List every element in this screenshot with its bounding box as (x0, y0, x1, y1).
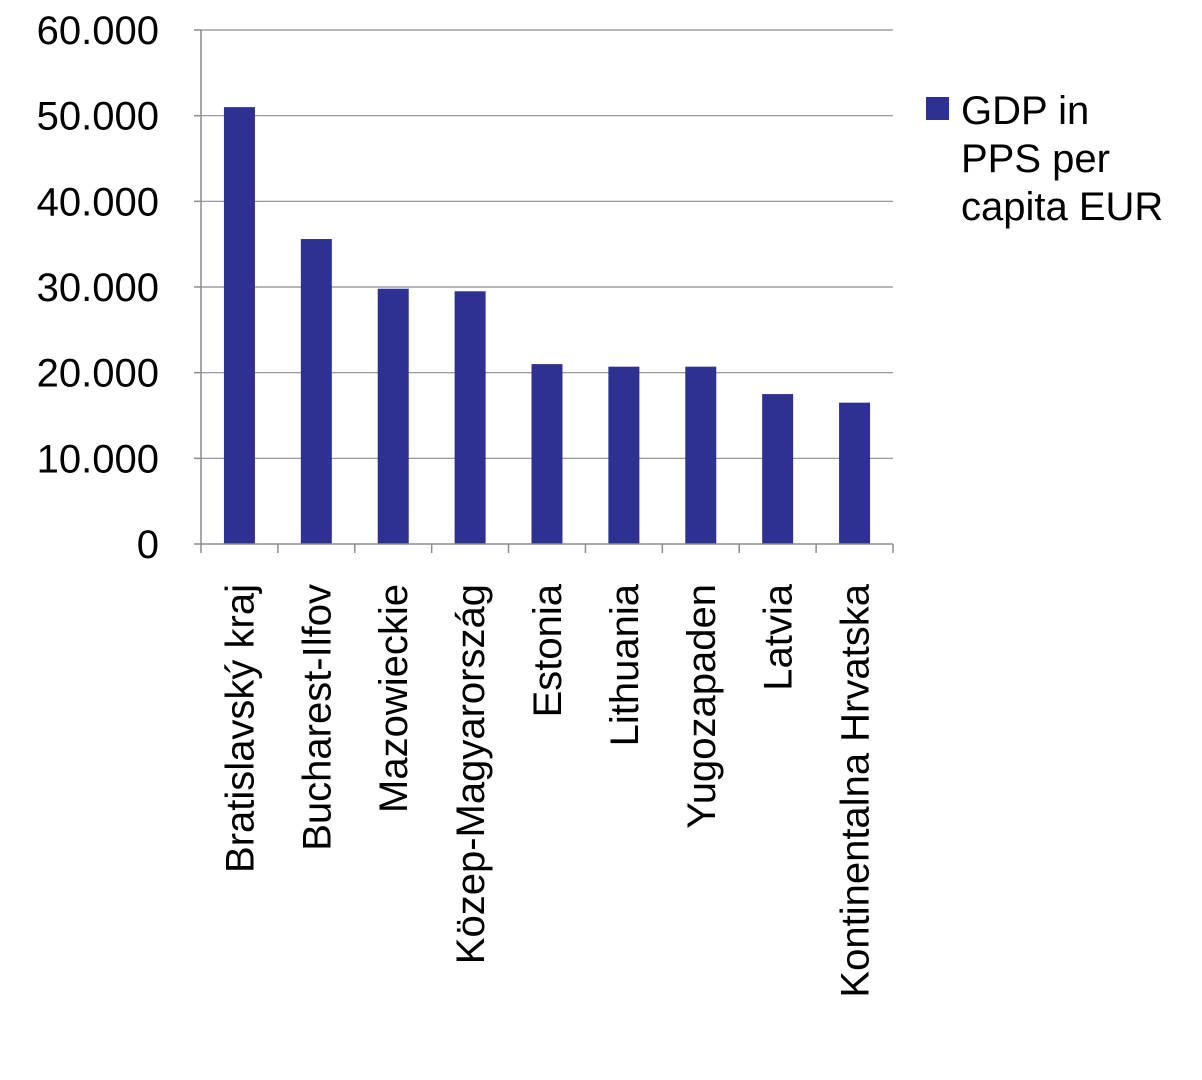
x-category-label: Közep-Magyarország (449, 584, 493, 964)
bar (531, 364, 563, 544)
legend-swatch (926, 97, 949, 120)
axes (194, 29, 894, 553)
y-tick-label: 60.000 (37, 9, 159, 53)
x-category-label: Bratislavský kraj (218, 584, 262, 873)
bar (762, 394, 794, 544)
legend: GDP in PPS per capita EUR (926, 89, 1163, 229)
x-category-label: Yugozapaden (680, 584, 724, 829)
y-tick-label: 40.000 (37, 180, 159, 224)
bar (300, 239, 332, 544)
legend-label-line: GDP in (961, 89, 1089, 133)
y-tick-label: 20.000 (37, 352, 159, 396)
legend-label: GDP in PPS per capita EUR (961, 89, 1163, 229)
y-tick-label: 30.000 (37, 266, 159, 310)
x-category-label: Lithuania (603, 583, 647, 746)
x-axis-category-labels: Bratislavský kraj Bucharest-Ilfov Mazowiec… (218, 583, 877, 997)
y-tick-label: 50.000 (37, 95, 159, 139)
x-category-label: Kontinentalna Hrvatska (834, 583, 878, 997)
x-category-label: Bucharest-Ilfov (295, 584, 339, 851)
bar (685, 366, 717, 544)
legend-label-line: capita EUR (961, 185, 1163, 229)
bar (377, 288, 409, 544)
x-category-label: Latvia (757, 583, 801, 690)
bar (223, 107, 255, 544)
bar (839, 402, 871, 544)
bar (608, 366, 640, 544)
x-category-label: Estonia (526, 583, 570, 717)
y-tick-label: 0 (137, 523, 159, 567)
legend-label-line: PPS per (961, 137, 1110, 181)
bars (223, 107, 871, 544)
y-tick-label: 10.000 (37, 437, 159, 481)
x-category-label: Mazowieckie (372, 584, 416, 813)
y-axis-tick-labels: 0 10.000 20.000 30.000 40.000 50.000 60.000 (37, 9, 159, 567)
bar (454, 291, 486, 544)
